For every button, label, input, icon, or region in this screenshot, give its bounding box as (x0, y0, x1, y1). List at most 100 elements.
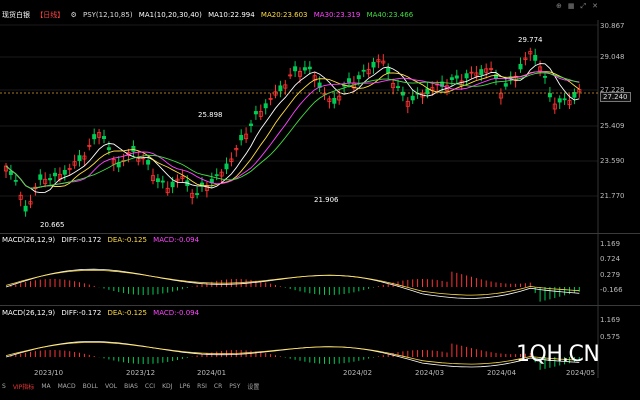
toolbar-item[interactable]: VOL (105, 382, 118, 390)
toolbar-item[interactable]: RSI (197, 382, 207, 390)
candle-body (577, 89, 582, 93)
candle-body (8, 170, 13, 175)
candle-body (239, 134, 244, 141)
candle-body (180, 175, 185, 179)
close-icon[interactable]: ✕ (592, 2, 598, 10)
date-tick: 2024/02 (343, 369, 373, 377)
macd2-dea-line (5, 342, 580, 365)
toolbar-item[interactable]: MACD (57, 382, 76, 390)
watermark: 1QH.CN (516, 342, 600, 367)
toolbar-item[interactable]: S (2, 382, 6, 390)
panel-divider (0, 233, 640, 234)
price-tick: 23.590 (600, 157, 625, 165)
candle-body (547, 93, 552, 98)
candle-body (356, 75, 361, 80)
candle-body (425, 88, 430, 95)
candle-body (302, 67, 307, 71)
candle-body (562, 98, 567, 101)
toolbar-item[interactable]: KDJ (162, 382, 173, 390)
price-tick: 30.867 (600, 22, 625, 30)
high-point-label: 29.774 (518, 36, 543, 44)
candle-body (469, 71, 474, 74)
candle-body (87, 145, 92, 147)
expand-icon[interactable]: ⤢ (580, 2, 587, 10)
ma10-line (5, 63, 580, 194)
ma30-line (5, 71, 580, 189)
candle-body (332, 97, 337, 104)
candle-body (523, 57, 528, 60)
toolbar-item[interactable]: VIP指标 (12, 383, 35, 391)
macd-header-2: MACD(26,12,9) DIFF:-0.172 DEA:-0.125 MAC… (2, 309, 203, 318)
indicator-toolbar: S VIP指标 MA MACD BOLL VOL BIAS CCI KDJ LP… (0, 380, 640, 392)
candle-body (13, 179, 18, 182)
toolbar-item[interactable]: BOLL (82, 382, 99, 390)
candle-body (234, 148, 239, 151)
candle-body (400, 91, 405, 96)
crosshair-icon[interactable]: ⊕ (556, 2, 562, 10)
candle-body (273, 91, 278, 96)
candle-body (62, 169, 67, 175)
candle-body (405, 100, 410, 107)
date-tick: 2023/12 (126, 369, 156, 377)
macd-value: MACD:-0.094 (153, 309, 200, 317)
candle-body (312, 75, 317, 81)
candle-body (327, 98, 332, 102)
candle-body (376, 59, 381, 63)
date-tick: 2023/10 (34, 369, 64, 377)
candle-body (391, 82, 396, 89)
macd-label: MACD(26,12,9) (2, 309, 56, 317)
gear-icon[interactable]: ⚙ (70, 11, 77, 19)
candle-body (297, 71, 302, 77)
toolbar-item[interactable]: 设置 (247, 383, 260, 391)
low-point-label: 21.906 (314, 196, 339, 204)
candle-body (248, 123, 253, 127)
macd-header-1: MACD(26,12,9) DIFF:-0.172 DEA:-0.125 MAC… (2, 236, 203, 245)
candle-body (155, 178, 160, 183)
candle-body (538, 66, 543, 72)
candle-body (410, 95, 415, 101)
ma40-value: MA40:23.466 (366, 11, 414, 19)
toolbar-item[interactable]: LP6 (179, 382, 191, 390)
candle-body (464, 73, 469, 79)
candle-body (479, 69, 484, 75)
price-tick: 27.228 (600, 86, 625, 94)
panel-divider (0, 305, 640, 306)
symbol-title[interactable]: 现货白银 (2, 11, 30, 19)
toolbar-item[interactable]: CCI (144, 382, 156, 390)
macd-tick: 0.724 (600, 255, 621, 263)
candle-body (484, 68, 489, 73)
price-tick: 29.048 (600, 53, 625, 61)
candle-body (38, 174, 43, 180)
macd-tick: 1.169 (600, 240, 621, 248)
candle-body (449, 77, 454, 80)
candle-body (219, 171, 224, 177)
toolbar-item[interactable]: PSY (229, 382, 241, 390)
candle-body (18, 194, 23, 200)
toolbar-item[interactable]: BIAS (124, 382, 138, 390)
window-icons: ⊕ ▦ ⤢ ✕ (556, 2, 598, 11)
candle-body (136, 157, 141, 162)
macd1-dea-line (5, 269, 580, 296)
candle-body (518, 63, 523, 70)
candle-body (131, 145, 136, 152)
candle-body (28, 201, 33, 205)
ma-params: MA1(10,20,30,40) (138, 11, 202, 19)
period-label[interactable]: 【日线】 (36, 11, 65, 19)
candle-body (195, 193, 200, 195)
candle-body (567, 100, 572, 106)
candle-body (288, 74, 293, 77)
date-tick: 2024/05 (566, 369, 596, 377)
candle-body (533, 55, 538, 61)
toolbar-item[interactable]: MA (41, 382, 51, 390)
candle-body (229, 158, 234, 162)
macd-tick: 0.279 (600, 271, 621, 279)
candle-body (67, 168, 72, 170)
candle-body (440, 81, 445, 87)
grid-icon[interactable]: ▦ (567, 2, 575, 10)
candle-body (454, 75, 459, 79)
toolbar-item[interactable]: CR (213, 382, 223, 390)
candle-body (278, 85, 283, 92)
candle-body (337, 95, 342, 101)
